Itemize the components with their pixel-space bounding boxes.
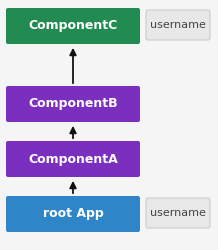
Text: root App: root App — [43, 208, 103, 220]
FancyBboxPatch shape — [6, 141, 140, 177]
Text: username: username — [150, 20, 206, 30]
Text: ComponentA: ComponentA — [28, 152, 118, 166]
FancyBboxPatch shape — [6, 196, 140, 232]
Text: username: username — [150, 208, 206, 218]
FancyBboxPatch shape — [6, 86, 140, 122]
Text: ComponentB: ComponentB — [28, 98, 118, 110]
Text: ComponentC: ComponentC — [28, 20, 118, 32]
FancyBboxPatch shape — [6, 8, 140, 44]
FancyBboxPatch shape — [146, 198, 210, 228]
FancyBboxPatch shape — [146, 10, 210, 40]
